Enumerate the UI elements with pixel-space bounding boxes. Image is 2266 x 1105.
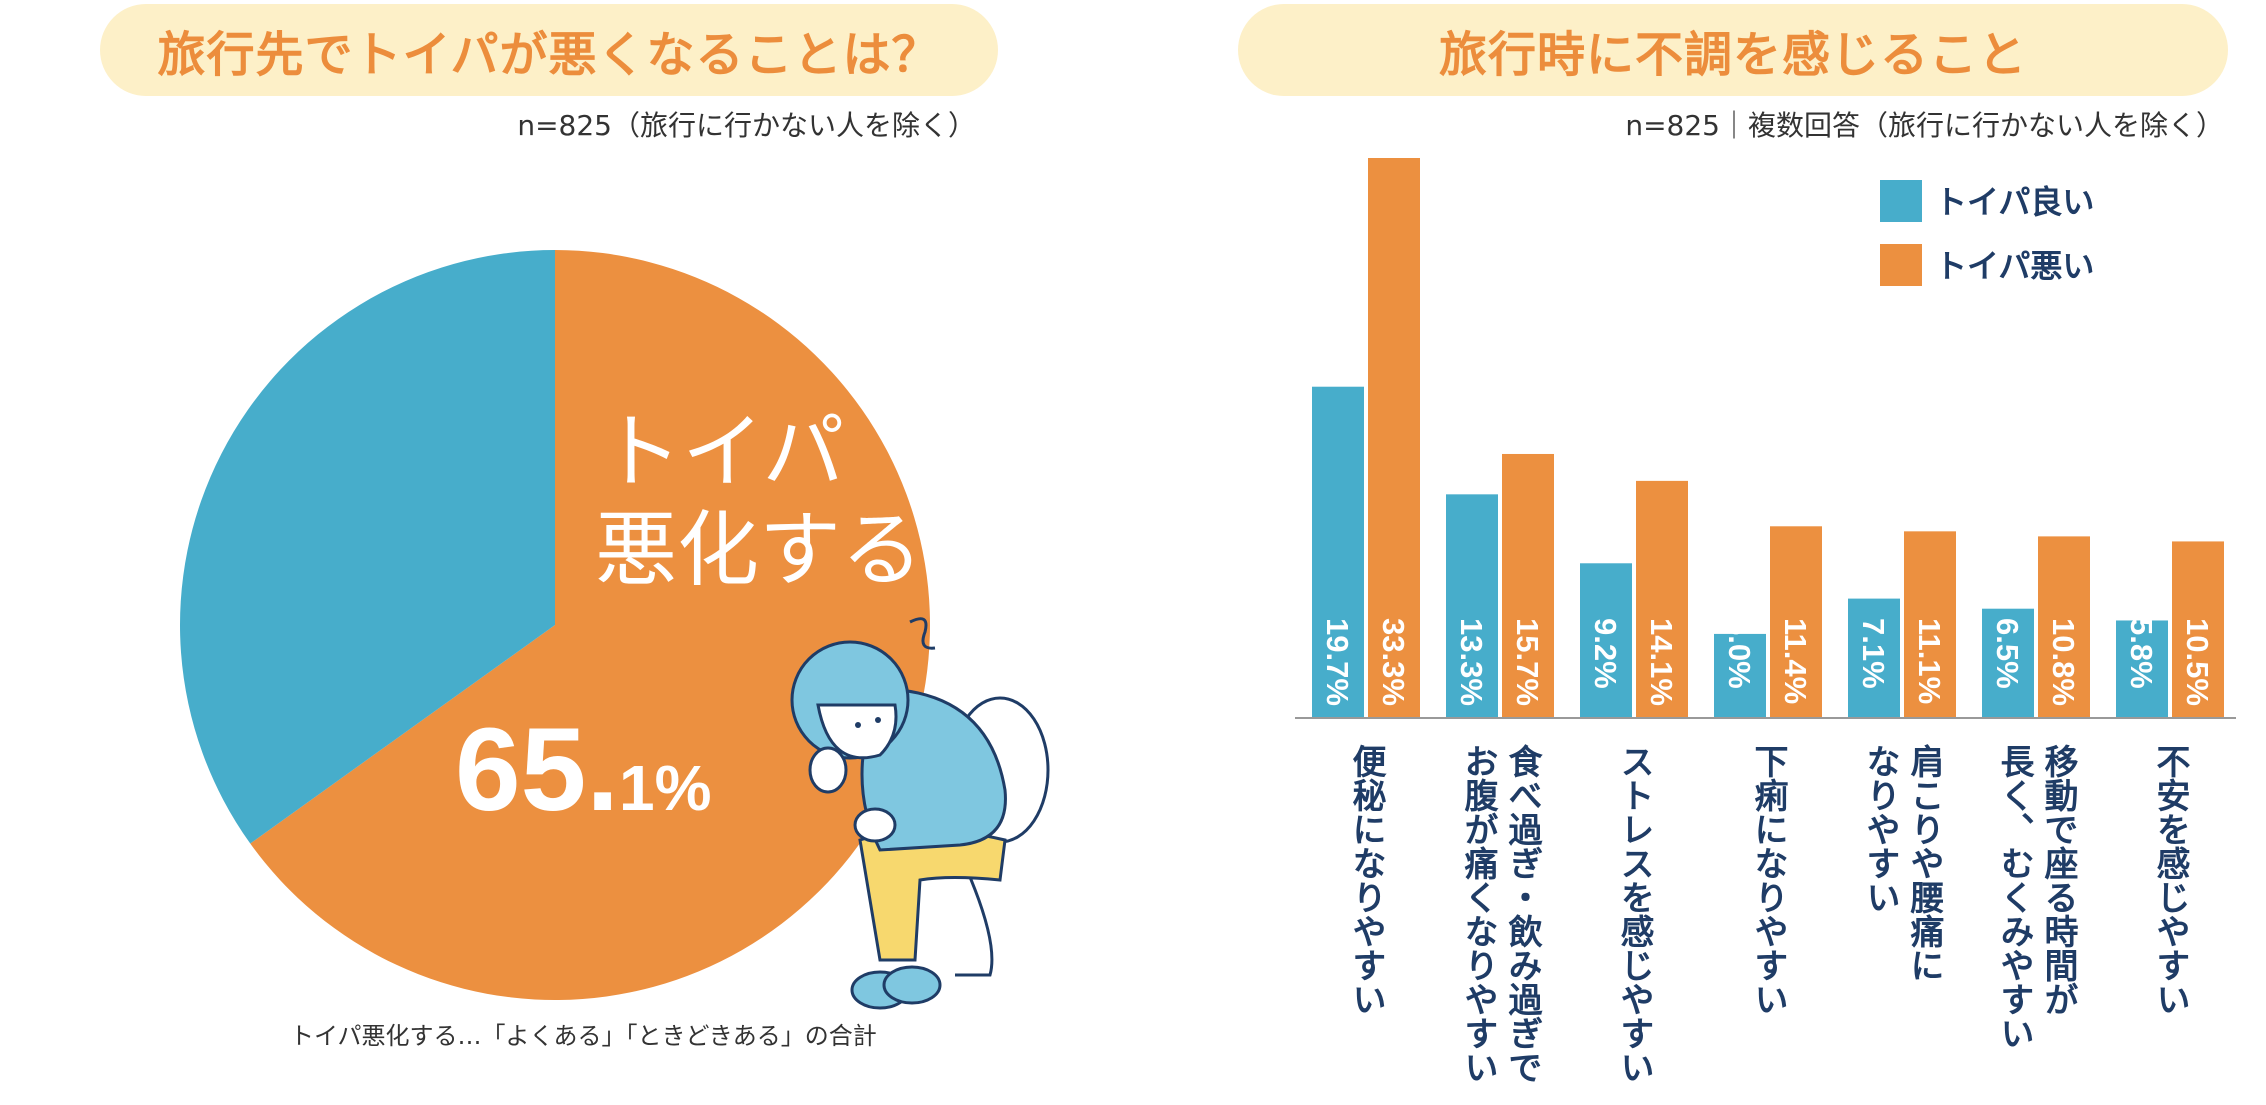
bar-value-label: 19.7% [1320, 618, 1355, 706]
bar-value-label: 11.1% [1912, 618, 1947, 704]
bar-value-label: 14.1% [1644, 618, 1679, 706]
left-chart-title: 旅行先でトイパが悪くなることは？ [100, 4, 998, 96]
bar-bad-1 [1502, 453, 1554, 718]
pie-value-main: 65. [455, 704, 619, 836]
bar-good-4 [1848, 598, 1900, 718]
bar-value-label: 33.3% [1376, 618, 1411, 706]
pie-slice-label-line2: 悪化する [595, 505, 923, 596]
left-sample-note: n=825（旅行に行かない人を除く） [517, 109, 976, 142]
bar-value-label: 9.2% [1588, 618, 1623, 689]
legend-label-bad: トイパ悪い [1935, 248, 2094, 284]
legend-swatch-bad [1880, 244, 1922, 286]
bar-value-label: 6.5% [1990, 618, 2025, 689]
bar-bad-0 [1368, 158, 1420, 718]
pie-value-decimal: 1 [619, 752, 655, 824]
category-label: 便秘になりやすい [1347, 744, 1386, 1016]
pie-slice-other [180, 250, 555, 844]
bar-bad-5 [2038, 536, 2090, 718]
bar-good-2 [1580, 563, 1632, 718]
legend-label-good: トイパ良い [1935, 184, 2094, 220]
bar-bad-4 [1904, 531, 1956, 718]
category-label: 肩こりや腰痛に [1905, 743, 1944, 982]
category-label: 長く、むくみやすい [1995, 744, 2033, 1050]
legend-swatch-good [1880, 180, 1922, 222]
right-chart-title: 旅行時に不調を感じること [1238, 4, 2228, 96]
category-label: 食べ過ぎ・飲み過ぎで [1503, 743, 1542, 1084]
category-label: 移動で座る時間が [2039, 744, 2078, 1016]
category-label: ストレスを感じやすい [1615, 744, 1654, 1084]
bar-value-label: 10.8% [2046, 618, 2081, 706]
bar-bad-3 [1770, 526, 1822, 718]
bar-good-3 [1714, 633, 1766, 718]
bar-good-1 [1446, 494, 1498, 718]
right-sample-note: n=825｜複数回答（旅行に行かない人を除く） [1625, 109, 2224, 142]
bar-good-5 [1982, 608, 2034, 718]
pie-value-unit: % [655, 752, 712, 824]
pie-slice-label-line1: トイパ [600, 407, 844, 498]
bar-good-0 [1312, 386, 1364, 718]
bar-bad-6 [2172, 541, 2224, 718]
bar-value-label: 5.0% [1722, 618, 1757, 689]
bar-value-label: 13.3% [1454, 618, 1489, 706]
bar-good-6 [2116, 620, 2168, 718]
category-label: 下痢になりやすい [1749, 744, 1788, 1016]
bar-value-label: 5.8% [2124, 618, 2159, 689]
category-label: 不安を感じやすい [2151, 744, 2190, 1016]
pie-value-label: 65.1% [455, 704, 712, 836]
category-label: なりやすい [1861, 744, 1899, 914]
bar-value-label: 11.4% [1778, 618, 1813, 704]
pie-footnote: トイパ悪化する…「よくある」「ときどきある」の合計 [290, 1022, 877, 1050]
category-label: お腹が痛くなりやすい [1459, 744, 1498, 1084]
bar-bad-2 [1636, 480, 1688, 718]
pie-slice-worse [250, 250, 931, 1001]
bar-value-label: 7.1% [1856, 618, 1891, 689]
bar-value-label: 10.5% [2180, 618, 2215, 706]
bar-value-label: 15.7% [1510, 618, 1545, 706]
person-sitting-on-toilet-illustration [790, 617, 1050, 1010]
